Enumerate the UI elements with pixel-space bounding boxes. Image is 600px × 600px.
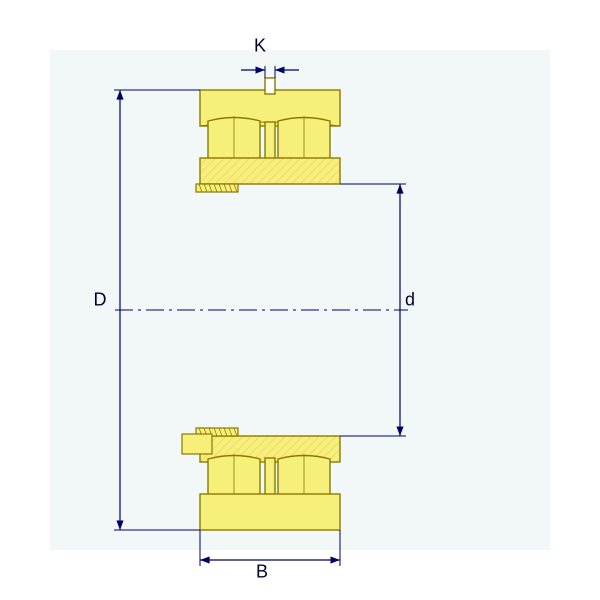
bearing-diagram — [0, 0, 600, 600]
label-K: K — [254, 36, 266, 57]
label-d: d — [405, 290, 415, 311]
label-B: B — [256, 562, 268, 583]
label-D: D — [94, 290, 107, 311]
